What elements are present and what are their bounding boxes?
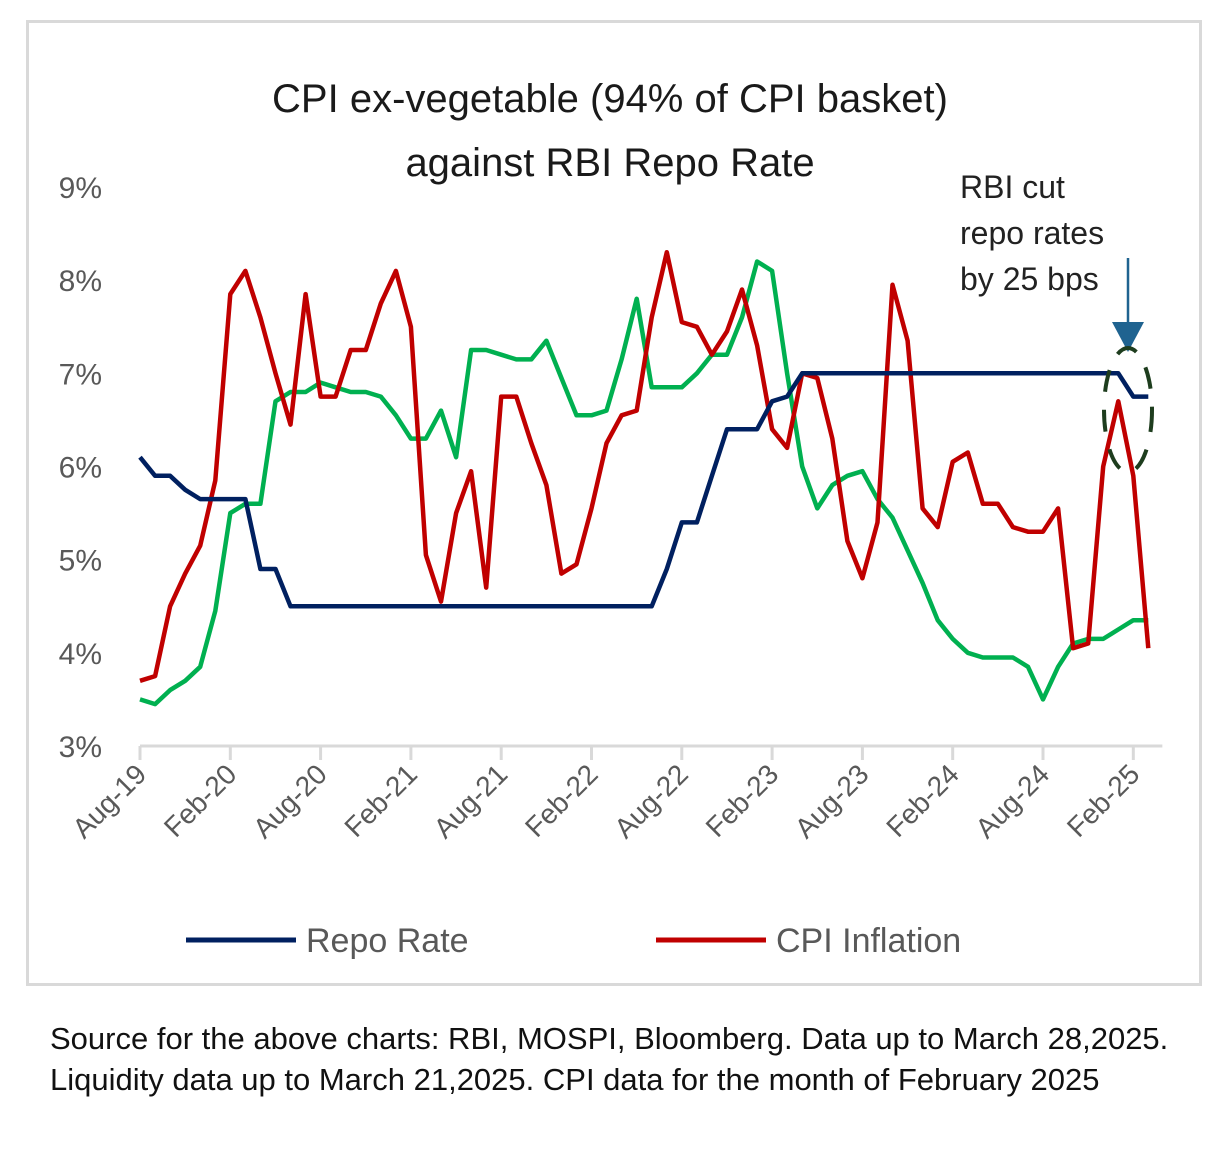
- y-tick-label: 9%: [59, 172, 102, 205]
- rate-cut-annotation: RBI cut repo rates by 25 bps: [960, 169, 1154, 474]
- y-axis: 3% 4% 5% 6% 7% 8% 9%: [59, 172, 102, 764]
- y-tick-label: 6%: [59, 452, 102, 485]
- annotation-line-3: by 25 bps: [960, 261, 1099, 297]
- y-tick-label: 5%: [59, 545, 102, 578]
- source-note: Source for the above charts: RBI, MOSPI,…: [50, 1021, 1169, 1097]
- x-tick-label: Feb-20: [158, 758, 243, 843]
- y-tick-label: 7%: [59, 358, 102, 391]
- y-tick-label: 3%: [59, 731, 102, 764]
- x-axis: Aug-19 Feb-20 Aug-20 Feb-21 Aug-21 Feb-22 Aug-…: [66, 744, 1163, 844]
- y-tick-label: 8%: [59, 265, 102, 298]
- chart-frame: [26, 20, 1202, 986]
- y-tick-label: 4%: [59, 638, 102, 671]
- annotation-arrow-head-icon: [1112, 322, 1144, 352]
- x-tick-label: Feb-22: [519, 758, 604, 843]
- x-tick-label: Aug-20: [247, 758, 333, 844]
- x-tick-label: Aug-23: [789, 758, 875, 844]
- chart-title-line-1: CPI ex-vegetable (94% of CPI basket): [272, 77, 948, 121]
- annotation-line-1: RBI cut: [960, 169, 1065, 205]
- x-tick-label: Feb-23: [700, 758, 785, 843]
- legend-label-repo-rate: Repo Rate: [306, 922, 469, 960]
- x-tick-label: Feb-25: [1061, 758, 1146, 843]
- x-tick-label: Aug-21: [428, 758, 514, 844]
- chart: CPI ex-vegetable (94% of CPI basket) aga…: [59, 77, 1163, 960]
- rate-cut-highlight-ellipse: [1102, 346, 1154, 474]
- legend: Repo Rate CPI Inflation: [186, 922, 961, 960]
- x-tick-label: Feb-21: [338, 758, 423, 843]
- annotation-line-2: repo rates: [960, 215, 1104, 251]
- series-line-cpi-ex-vegetable: [139, 259, 1149, 707]
- x-tick-label: Aug-22: [608, 758, 694, 844]
- series-line-repo-rate: [138, 371, 1149, 609]
- chart-title-line-2: against RBI Repo Rate: [405, 141, 814, 185]
- x-tick-label: Aug-19: [66, 758, 152, 844]
- legend-label-cpi-inflation: CPI Inflation: [776, 922, 961, 960]
- x-tick-label: Aug-24: [969, 758, 1055, 844]
- x-tick-label: Feb-24: [880, 758, 965, 843]
- series-line-cpi-inflation: [139, 249, 1151, 683]
- series-group: [138, 249, 1151, 707]
